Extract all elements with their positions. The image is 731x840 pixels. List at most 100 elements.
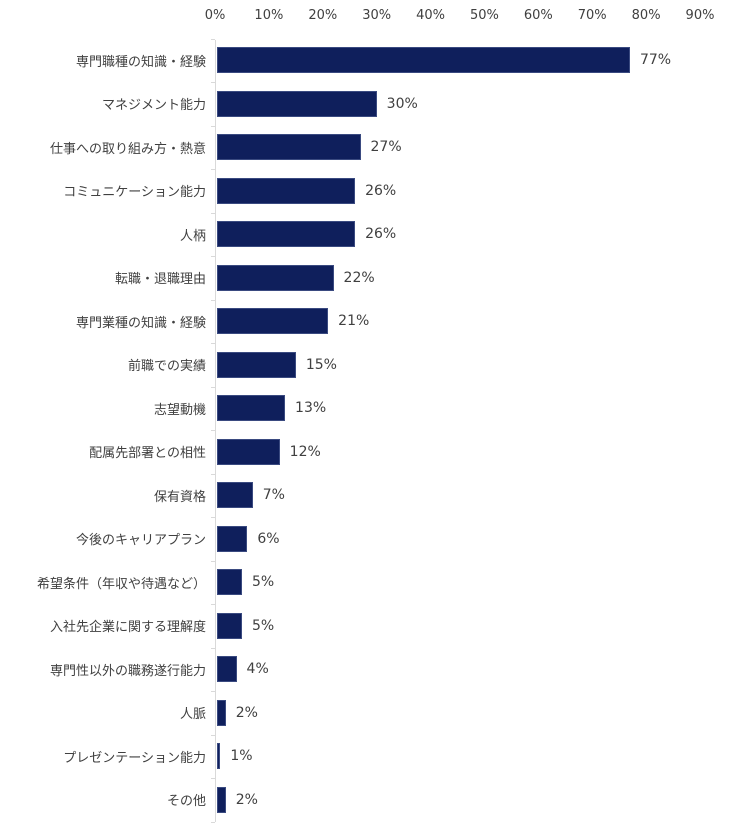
- bar-row: 配属先部署との相性 12%: [0, 430, 731, 474]
- value-label: 13%: [295, 400, 327, 417]
- y-tick-mark: [211, 386, 215, 388]
- bar-row: 保有資格 7%: [0, 473, 731, 518]
- bar-row: 今後のキャリアプラン 6%: [0, 517, 731, 561]
- value-label: 2%: [235, 791, 258, 808]
- value-label: 30%: [386, 95, 418, 112]
- category-label: 仕事への取り組み方・熱意: [49, 141, 206, 157]
- category-label: 前職での実績: [127, 359, 206, 375]
- x-tick-label: 30%: [362, 8, 392, 23]
- value-label: 26%: [365, 182, 397, 199]
- category-label: コミュニケーション能力: [63, 185, 206, 201]
- category-label: 人脈: [179, 707, 206, 723]
- bar: [217, 264, 334, 291]
- bar: [217, 438, 280, 465]
- x-tick-label: 80%: [631, 8, 661, 23]
- value-label: 12%: [289, 443, 321, 460]
- category-label: 今後のキャリアプラン: [75, 533, 206, 549]
- value-label: 22%: [343, 269, 375, 286]
- y-tick-mark: [211, 560, 215, 562]
- bar-row: 転職・退職理由 22%: [0, 256, 731, 300]
- category-label: 人柄: [179, 228, 206, 244]
- bar-row: 専門性以外の職務遂行能力 4%: [0, 647, 731, 692]
- bar: [217, 786, 226, 813]
- y-tick-mark: [211, 125, 215, 127]
- category-label: 志望動機: [153, 402, 206, 418]
- value-label: 5%: [251, 574, 275, 591]
- x-tick-label: 10%: [254, 8, 284, 23]
- category-label: 配属先部署との相性: [89, 446, 206, 462]
- bar: [217, 612, 242, 639]
- bar-row: コミュニケーション能力 26%: [0, 169, 731, 213]
- bar: [217, 90, 377, 117]
- y-tick-mark: [211, 212, 215, 214]
- bar: [217, 221, 356, 247]
- value-label: 5%: [251, 617, 275, 634]
- bar: [217, 482, 253, 508]
- value-label: 2%: [235, 704, 258, 721]
- bar-row: その他 2%: [0, 778, 731, 822]
- y-tick-mark: [211, 778, 215, 779]
- value-label: 15%: [305, 356, 337, 373]
- category-label: 希望条件（年収や待遇など）: [36, 576, 206, 592]
- y-tick-mark: [211, 604, 215, 605]
- x-tick-label: 90%: [685, 8, 715, 23]
- bar: [217, 525, 248, 552]
- y-tick-mark: [211, 430, 215, 431]
- x-tick-label: 70%: [577, 8, 607, 23]
- x-tick-label: 40%: [416, 8, 445, 23]
- bar-row: 希望条件（年収や待遇など） 5%: [0, 560, 731, 605]
- y-tick-mark: [211, 821, 215, 823]
- category-label: 専門職種の知識・経験: [75, 54, 206, 70]
- bar: [217, 134, 361, 160]
- value-label: 7%: [262, 487, 285, 504]
- category-label: 保有資格: [153, 489, 206, 505]
- y-tick-mark: [211, 82, 215, 83]
- bar-row: 専門業種の知識・経験 21%: [0, 299, 731, 344]
- y-axis-line: [215, 40, 216, 822]
- x-tick-label: 60%: [523, 8, 553, 23]
- y-tick-mark: [211, 473, 215, 475]
- category-label: 専門性以外の職務遂行能力: [49, 663, 206, 679]
- y-tick-mark: [211, 517, 215, 518]
- bar-row: 人脈 2%: [0, 691, 731, 735]
- value-label: 77%: [639, 52, 672, 69]
- category-label: 専門業種の知識・経験: [75, 315, 206, 331]
- y-tick-mark: [211, 299, 215, 301]
- bar-row: 志望動機 13%: [0, 386, 731, 431]
- x-tick-label: 20%: [308, 8, 338, 23]
- value-label: 21%: [338, 313, 370, 330]
- category-label: プレゼンテーション能力: [63, 750, 206, 766]
- category-label: マネジメント能力: [101, 98, 206, 114]
- bar: [217, 351, 296, 378]
- bar-row: 専門職種の知識・経験 77%: [0, 38, 731, 83]
- bar-row: プレゼンテーション能力 1%: [0, 734, 731, 779]
- value-label: 6%: [257, 530, 280, 547]
- bar-row: 前職での実績 15%: [0, 343, 731, 387]
- value-label: 1%: [230, 748, 253, 765]
- y-tick-mark: [211, 38, 215, 40]
- bar: [217, 656, 237, 682]
- bar: [217, 743, 221, 769]
- x-tick-label: 50%: [469, 8, 499, 23]
- category-label: その他: [166, 794, 206, 810]
- bar: [217, 47, 630, 73]
- y-tick-mark: [211, 734, 215, 736]
- x-tick-label: 0%: [204, 8, 226, 23]
- y-tick-mark: [211, 647, 215, 649]
- category-label: 転職・退職理由: [114, 272, 206, 288]
- value-label: 4%: [246, 661, 269, 678]
- bar-row: 人柄 26%: [0, 212, 731, 257]
- bar: [217, 177, 356, 204]
- value-label: 27%: [370, 139, 402, 156]
- y-tick-mark: [211, 691, 215, 692]
- bar-row: 入社先企業に関する理解度 5%: [0, 604, 731, 648]
- bar-row: マネジメント能力 30%: [0, 82, 731, 126]
- bar-row: 仕事への取り組み方・熱意 27%: [0, 125, 731, 170]
- y-tick-mark: [211, 343, 215, 344]
- y-tick-mark: [211, 256, 215, 257]
- category-label: 入社先企業に関する理解度: [49, 620, 206, 636]
- bar: [217, 569, 242, 595]
- bar: [217, 308, 329, 334]
- bar: [217, 395, 286, 421]
